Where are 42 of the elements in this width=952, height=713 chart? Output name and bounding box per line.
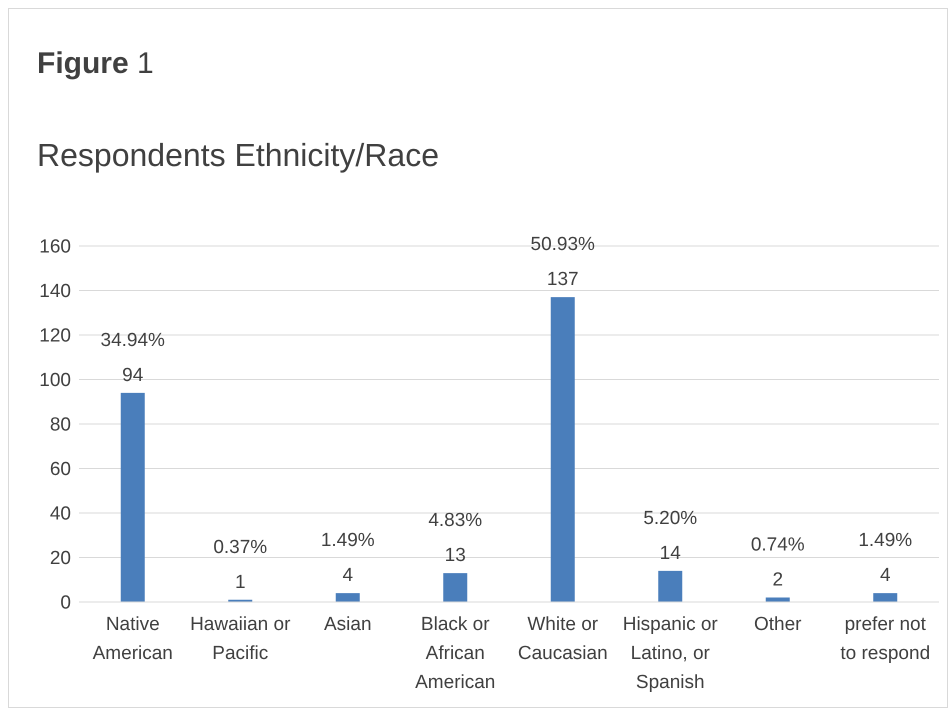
annotation: 0.74%: [750, 534, 805, 556]
data-label: 4: [342, 565, 354, 586]
bar: [766, 598, 790, 602]
x-tick-label: White or Caucasian: [518, 614, 608, 664]
y-tick-label: 40: [50, 504, 71, 525]
y-tick-label: 140: [39, 281, 71, 302]
bar: [873, 593, 898, 602]
data-label: 13: [444, 545, 466, 566]
x-tick-label: Hispanic or Latino, or Spanish: [622, 614, 718, 693]
x-tick-label: Black or African American: [415, 614, 496, 693]
x-tick-label: Other: [754, 614, 802, 635]
chart-title: Figure 1: [37, 47, 154, 81]
y-tick-label: 120: [39, 326, 71, 347]
data-label: 14: [660, 542, 682, 564]
annotation: 5.20%: [643, 508, 698, 529]
annotation: 1.49%: [858, 530, 912, 552]
bar: [443, 573, 468, 602]
y-tick-label: 60: [50, 459, 71, 480]
data-label: 94: [122, 364, 144, 386]
data-label: 1: [234, 572, 246, 593]
y-tick-label: 20: [50, 548, 71, 570]
x-tick-label: Native American: [92, 614, 173, 664]
y-tick-label: 0: [60, 592, 71, 614]
annotation: 34.94%: [100, 330, 166, 351]
bar: [336, 593, 360, 602]
annotation: 4.83%: [428, 510, 482, 532]
bar: [658, 570, 682, 602]
data-label: 4: [880, 565, 891, 586]
y-tick-label: 80: [50, 414, 71, 436]
bar: [550, 297, 575, 602]
y-tick-label: 160: [39, 236, 71, 258]
bar: [120, 392, 145, 602]
annotation: 1.49%: [320, 530, 375, 552]
x-tick-label: Asian: [324, 614, 372, 635]
x-tick-label: prefer not to respond: [840, 614, 930, 664]
annotation: 0.37%: [213, 536, 268, 558]
annotation: 50.93%: [530, 234, 596, 256]
y-tick-label: 100: [39, 370, 71, 392]
x-tick-label: Hawaiian or Pacific: [190, 614, 292, 664]
chart-subtitle: Respondents Ethnicity/Race: [37, 137, 439, 174]
data-label: 137: [546, 269, 579, 290]
data-label: 2: [772, 570, 784, 591]
